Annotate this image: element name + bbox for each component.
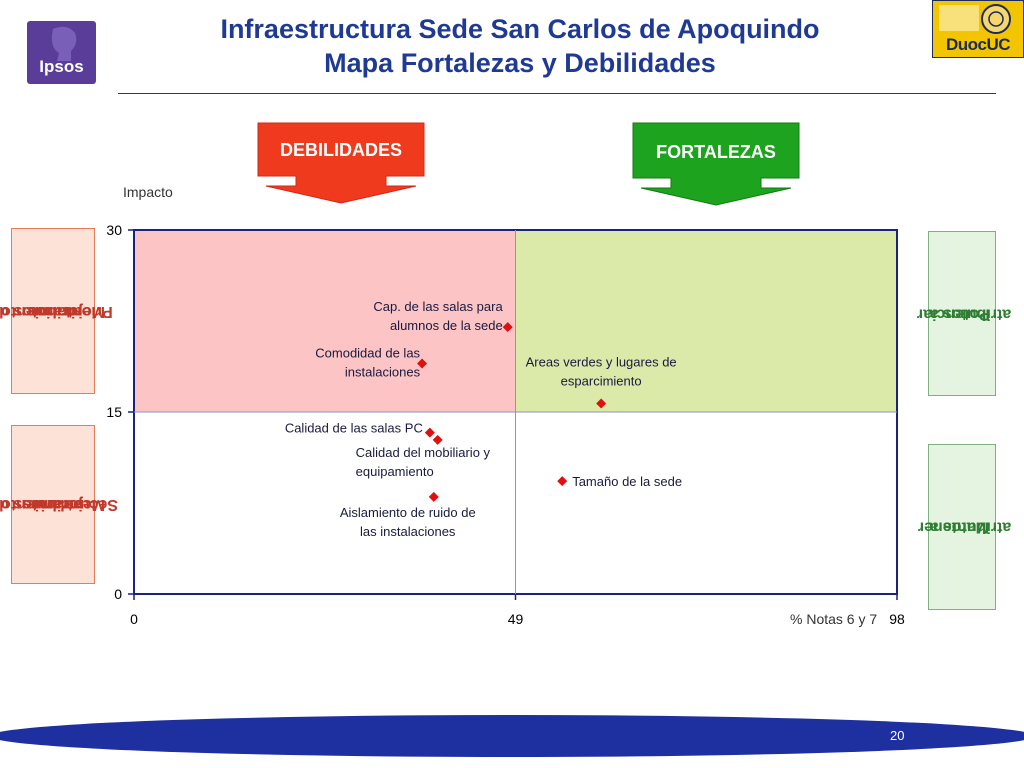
debilidades-arrow-shape [257,122,425,204]
x-tick-label: 98 [889,611,905,627]
duoc-logo: DuocUC [932,0,1024,58]
x-axis-label: % Notas 6 y 7 [790,611,877,627]
quadrant-scatter-chart: 0 15 30 0 49 98 Impacto % Notas 6 y 7 Cap. de la… [106,184,905,627]
data-point [417,358,428,369]
page-title: Infraestructura Sede San Carlos de Apoqu… [150,12,890,80]
data-point-label: Aislamiento de ruido de [340,505,476,520]
data-point-label: esparcimiento [561,374,642,389]
title-line-1: Infraestructura Sede San Carlos de Apoqu… [220,14,820,44]
x-tick-label: 49 [508,611,524,627]
data-point-label: las instalaciones [360,524,456,539]
footer-band [0,715,1024,757]
data-point [424,427,435,438]
side-label-potenciar: atributos a Potenciar [917,231,1011,396]
page-number: 20 [890,728,905,743]
quadrant-top-right [515,230,897,412]
data-point-label: equipamiento [356,464,434,479]
y-tick-label: 0 [114,586,122,602]
data-point [428,491,439,502]
fortalezas-label: FORTALEZAS [656,142,776,162]
fortalezas-arrow-shape [632,122,800,206]
data-point-label: Areas verdes y lugares de [526,355,677,370]
quadrant-top-left [134,230,516,412]
fortalezas-arrow: FORTALEZAS [631,122,801,206]
y-axis-label: Impacto [123,184,173,200]
data-point-label: Comodidad de las [315,345,420,360]
data-point-label: alumnos de la sede [390,318,503,333]
data-point-label: Cap. de las salas para [373,299,503,314]
y-tick-label: 15 [106,404,122,420]
duoc-logo-text: DuocUC [945,35,1011,54]
data-point-label: Calidad de las salas PC [285,421,423,436]
data-point [596,398,607,409]
data-point-label: instalaciones [345,364,421,379]
side-label-mantener: atributos a Mantener [918,444,1011,610]
ipsos-logo-text: Ipsos [39,57,84,76]
debilidades-label: DEBILIDADES [279,140,402,160]
duoc-crest-icon [939,4,1011,34]
ipsos-logo: Ipsos [27,21,96,84]
data-point [502,322,513,333]
title-line-2: Mapa Fortalezas y Debilidades [324,48,716,78]
ipsos-head-icon [51,26,77,61]
x-tick-label: 0 [130,611,138,627]
y-tick-label: 30 [106,222,122,238]
data-point [557,476,568,487]
debilidades-arrow: DEBILIDADES [256,122,426,204]
side-label-prioritarios: atributos de Mejoramiento Prioritarios [0,228,113,394]
data-point [432,434,443,445]
data-point-label: Tamaño de la sede [572,474,682,489]
data-point-label: Calidad del mobiliario y [356,445,491,460]
title-divider [118,93,996,94]
side-label-secundarios: atributos de Mejoramiento Secundarios [0,425,118,584]
